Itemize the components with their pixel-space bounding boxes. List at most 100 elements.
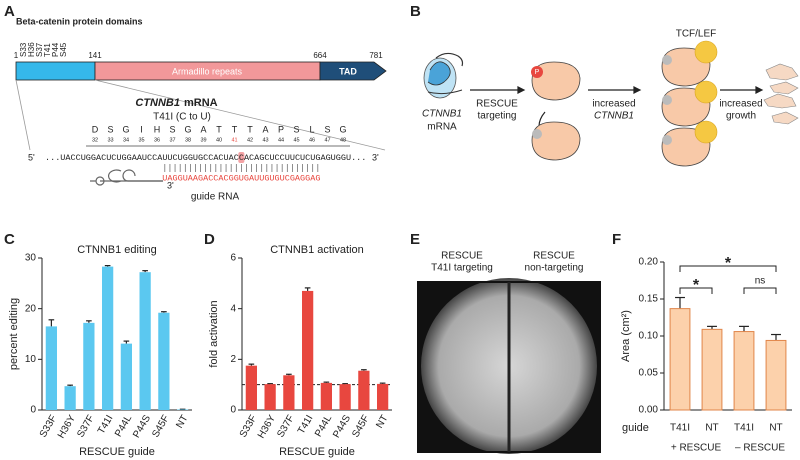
- significance-label: *: [693, 277, 700, 294]
- zoom-line: [15, 79, 31, 151]
- significance-label: ns: [755, 276, 766, 287]
- codon-number: 33: [107, 137, 113, 143]
- amino-acid: D: [92, 124, 99, 134]
- x-axis-label: guide: [622, 422, 649, 434]
- image-label: RESCUE: [533, 251, 575, 262]
- amino-acid: H: [154, 124, 161, 134]
- codon-number: 35: [138, 137, 144, 143]
- cells: [763, 63, 799, 125]
- guide-label: guide RNA: [191, 192, 240, 203]
- bar: [320, 382, 332, 410]
- panel-label: D: [204, 231, 215, 248]
- tcf-lef: [694, 40, 718, 144]
- mrna-gene: CTNNB1: [135, 97, 180, 109]
- step-label: increased: [719, 99, 762, 110]
- chart-title: CTNNB1 editing: [77, 244, 156, 256]
- chart-title: CTNNB1 activation: [270, 244, 364, 256]
- position-label: S45: [59, 42, 68, 57]
- mrna-part: ACAGCUCCUUCUCUGAGUGGU...: [244, 153, 366, 163]
- step-label: targeting: [478, 111, 517, 122]
- factor-label: TCF/LEF: [676, 29, 717, 40]
- mrna-part: C: [239, 153, 244, 163]
- codon-number: 39: [200, 137, 206, 143]
- position-label: S33: [19, 42, 28, 57]
- bar: [177, 409, 189, 410]
- x-axis-label: RESCUE guide: [79, 446, 155, 458]
- y-tick-label: 0: [230, 405, 236, 416]
- bar: [120, 343, 132, 410]
- five-prime: 5': [28, 152, 35, 162]
- bar: [158, 312, 170, 410]
- amino-acid: L: [309, 124, 314, 134]
- mrna-gene: CTNNB1: [422, 109, 462, 120]
- bar: [139, 272, 151, 410]
- y-tick-label: 0.10: [639, 331, 659, 342]
- mrna-sequence: ...UACCUGGACUCUGGAAUCCAUUCUGGUGCCACUACCA…: [45, 153, 366, 163]
- x-tick-label: P44S: [131, 413, 153, 440]
- x-tick-label: NT: [769, 423, 782, 434]
- significance-bracket: [743, 287, 777, 294]
- image-label: RESCUE: [441, 251, 483, 262]
- y-tick-label: 30: [25, 253, 37, 264]
- bar: [102, 266, 114, 410]
- codon-number: 47: [324, 137, 330, 143]
- phospho-dot: [531, 66, 543, 78]
- amino-acid: S: [293, 124, 299, 134]
- y-tick-label: 0.15: [639, 294, 659, 305]
- step-label: CTNNB1: [594, 111, 634, 122]
- mrna-icon: [423, 52, 464, 99]
- y-tick-label: 4: [230, 303, 236, 314]
- y-tick-label: 0: [30, 405, 36, 416]
- step-label: RESCUE: [476, 99, 518, 110]
- y-tick-label: 0.05: [639, 368, 659, 379]
- bar: [245, 365, 257, 410]
- mrna-part: ...UACCUGGACUCUGGAAUCCAUUCUGGUGCCACUAC: [45, 153, 239, 163]
- codon-number: 40: [216, 137, 222, 143]
- bar: [83, 322, 95, 410]
- bar: [733, 331, 755, 411]
- bar: [45, 326, 57, 410]
- position-label: 781: [369, 51, 383, 60]
- position-label: 141: [88, 51, 102, 60]
- x-tick-label: S37F: [275, 413, 296, 439]
- codon-number: 41: [231, 137, 237, 143]
- guide-sequence: UAGGUAAGACCACGGUGAUUGUGUCGAGGAG: [162, 173, 320, 183]
- codon-number: 48: [340, 137, 346, 143]
- codon-number: 32: [92, 137, 98, 143]
- mrna-word: mRNA: [184, 97, 218, 109]
- codon-number: 43: [262, 137, 268, 143]
- x-tick-label: H36Y: [256, 413, 278, 440]
- group-label: + RESCUE: [671, 443, 722, 454]
- bar: [358, 370, 370, 410]
- x-tick-label: H36Y: [56, 413, 78, 440]
- position-label: 1: [14, 51, 19, 60]
- y-axis-label: percent editing: [8, 298, 20, 370]
- position-label: T41: [43, 43, 52, 57]
- bar: [283, 375, 295, 410]
- n-term-domain: [15, 61, 96, 81]
- x-tick-label: P44S: [331, 413, 353, 440]
- bar: [264, 384, 276, 410]
- y-tick-label: 6: [230, 253, 236, 264]
- x-axis-label: RESCUE guide: [279, 446, 355, 458]
- hairpin: [108, 169, 163, 183]
- amino-acid: I: [140, 124, 143, 134]
- tad-domain: [319, 61, 387, 81]
- significance-bracket: [679, 265, 777, 272]
- amino-acid: T: [247, 124, 253, 134]
- panel-label: B: [410, 3, 421, 20]
- bar: [339, 384, 351, 410]
- x-tick-label: S37F: [75, 413, 96, 439]
- panel-label: A: [4, 3, 15, 20]
- y-tick-label: 10: [25, 354, 37, 365]
- codon-number: 46: [309, 137, 315, 143]
- domain-title: Beta-catenin protein domains: [16, 16, 143, 26]
- position-label: S37: [35, 42, 44, 57]
- amino-acid: T: [216, 124, 222, 134]
- amino-acid: G: [339, 124, 346, 134]
- position-label: H36: [27, 42, 36, 57]
- guide-three-prime: 3': [167, 180, 174, 190]
- bar: [701, 328, 723, 411]
